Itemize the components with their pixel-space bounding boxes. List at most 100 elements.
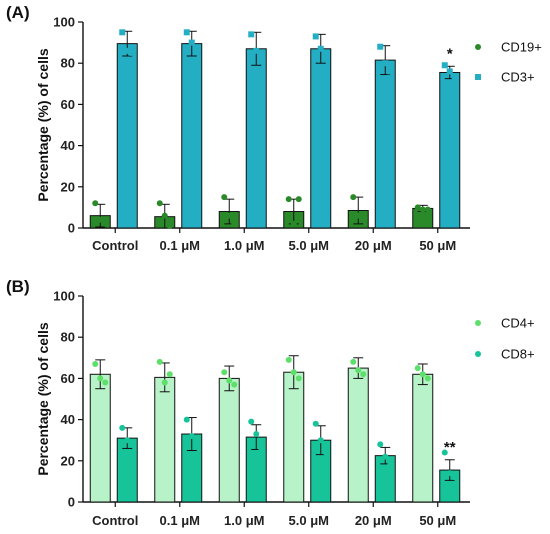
data-point [382,453,389,460]
data-point [290,220,297,227]
x-tick-label: Control [92,513,138,528]
data-point [387,461,394,468]
data-point [322,449,329,456]
chart-panel-b: (B) Percentage (%) of cells 0 20 40 60 80 100 Co… [6,277,535,528]
data-point [387,68,394,75]
significance-annotation: ** [444,439,456,456]
x-tick-label: 50 μM [419,513,456,528]
data-point [188,39,195,46]
y-tick-label: 40 [61,138,75,153]
data-point [285,356,292,363]
data-point [253,431,260,438]
bar-cd4-plus-0 [89,373,111,503]
data-point [350,358,357,365]
data-point [226,377,233,384]
y-tick-label: 100 [53,289,75,304]
bar-cd4-plus-1 [154,376,176,503]
bar-cd3-plus-0 [116,43,138,229]
data-point [360,216,367,223]
bar-cd3-plus-3 [310,48,332,229]
data-point [97,375,104,382]
data-point [290,369,297,376]
y-tick-label: 100 [53,15,75,30]
data-point [248,418,255,425]
data-point [92,200,99,207]
data-point [317,45,324,52]
data-point [221,194,228,201]
data-point [119,424,126,431]
data-point [451,474,458,481]
x-tick-label: 5.0 μM [289,513,329,528]
data-point [419,206,426,213]
data-point [446,470,453,477]
y-tick-label: 80 [61,56,75,71]
data-point [166,222,173,229]
chart-panel-a: (A) Percentage (%) of cells 0 20 40 60 80 100 Co… [6,3,542,253]
data-point [355,212,362,219]
data-point [317,437,324,444]
data-point [285,196,292,203]
legend-marker [475,320,481,326]
data-point [248,31,255,38]
data-point [253,47,260,54]
data-point [102,220,109,227]
significance-annotation: * [447,45,453,62]
x-tick-label: 50 μM [419,238,456,253]
y-axis-title: Percentage (%) of cells [35,48,51,201]
data-point [295,375,302,382]
data-point [193,47,200,54]
bar-cd3-plus-5 [439,71,461,229]
data-point [377,43,384,50]
data-point [183,416,190,423]
data-point [322,49,329,56]
data-point [312,33,319,40]
y-axis-title: Percentage (%) of cells [35,322,51,475]
bar-cd3-plus-4 [374,59,396,229]
panel-label: (A) [6,3,30,22]
legend-label: CD8+ [501,347,535,362]
data-point [183,29,190,36]
data-point [414,204,421,211]
data-point [231,220,238,227]
x-tick-label: 5.0 μM [289,238,329,253]
data-point [161,212,168,219]
data-point [129,49,136,56]
data-point [156,200,163,207]
data-point [446,68,453,75]
data-point [355,367,362,374]
y-tick-label: 20 [61,179,75,194]
data-point [258,51,265,58]
data-point [226,212,233,219]
data-point [97,216,104,223]
bar-cd4-plus-5 [412,373,434,503]
x-tick-label: 0.1 μM [160,513,200,528]
data-point [188,433,195,440]
data-point [377,441,384,448]
data-point [424,375,431,382]
bar-cd3-plus-2 [245,48,267,229]
data-point [161,379,168,386]
data-point [382,60,389,67]
data-point [441,449,448,456]
data-point [92,360,99,367]
x-tick-label: 1.0 μM [224,238,264,253]
data-point [419,371,426,378]
bar-cd4-plus-4 [347,367,369,503]
y-tick-label: 80 [61,330,75,345]
data-point [451,74,458,81]
data-point [258,445,265,452]
data-point [295,196,302,203]
legend-label: CD4+ [501,316,535,331]
data-point [441,62,448,69]
data-point [414,365,421,372]
legend-label: CD3+ [501,70,535,85]
data-point [129,441,136,448]
x-tick-label: 20 μM [355,238,392,253]
data-point [124,437,131,444]
data-point [102,379,109,386]
y-tick-label: 0 [68,221,75,236]
y-tick-label: 0 [68,495,75,510]
data-point [312,420,319,427]
data-point [221,369,228,376]
